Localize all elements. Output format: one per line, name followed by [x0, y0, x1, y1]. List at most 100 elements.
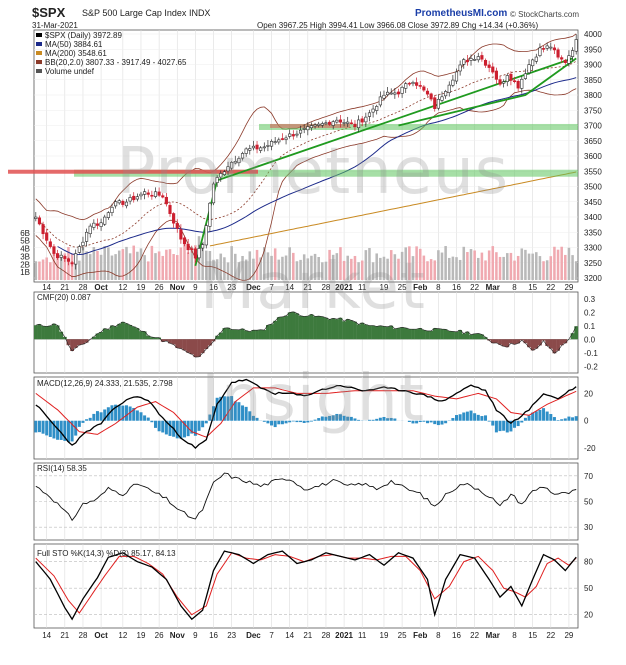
cmf-bar — [233, 329, 238, 340]
macd-histogram-bar — [487, 420, 491, 422]
x-tick-label: 19 — [137, 283, 146, 292]
y-tick-label: 3850 — [584, 76, 602, 85]
macd-histogram-bar — [219, 396, 223, 421]
cmf-bar — [476, 333, 481, 340]
macd-histogram-bar — [299, 420, 303, 423]
volume-bar — [484, 260, 487, 280]
cmf-bar — [204, 339, 209, 349]
cmf-bar — [48, 325, 53, 340]
cmf-bar — [295, 313, 299, 340]
volume-bar — [458, 259, 462, 280]
cmf-bar — [258, 329, 263, 340]
candle-body — [480, 55, 484, 60]
y-tick-label: 3800 — [584, 91, 602, 100]
site-name: PrometheusMI.com — [415, 8, 508, 19]
x-tick-label: 25 — [398, 631, 407, 640]
cmf-bar — [280, 316, 285, 340]
macd-histogram-bar — [132, 407, 136, 421]
cmf-bar — [574, 326, 579, 340]
ticker-symbol: $SPX — [32, 5, 66, 20]
candle-body — [135, 196, 139, 200]
y-tick-label: 3950 — [584, 45, 602, 54]
candle-body — [226, 166, 230, 172]
volume-bar — [451, 256, 455, 280]
candle-body — [251, 145, 255, 149]
macd-histogram-bar — [574, 416, 578, 421]
volume-bar — [538, 256, 542, 280]
sto-tick-label: 80 — [584, 558, 593, 567]
cmf-bar — [418, 328, 423, 340]
candle-body — [95, 223, 100, 226]
cmf-bar — [458, 329, 463, 340]
volume-bar — [455, 257, 458, 280]
candle-body — [161, 195, 165, 198]
legend-bb: BB(20,2.0) 3807.33 - 3917.49 - 4027.65 — [45, 58, 187, 67]
cmf-bar — [334, 319, 339, 340]
volume-bar — [375, 253, 378, 280]
candle-body — [425, 90, 430, 95]
cmf-bar — [538, 339, 542, 346]
x-tick-label: 15 — [528, 631, 537, 640]
volume-bar — [317, 256, 320, 280]
macd-histogram-bar — [458, 414, 462, 421]
candle-body — [182, 237, 187, 245]
volume-bar — [350, 258, 353, 280]
y-tick-label: 3350 — [584, 228, 602, 237]
macd-histogram-bar — [233, 401, 237, 421]
candle-body — [411, 82, 415, 85]
cmf-bar — [483, 337, 488, 340]
macd-histogram-bar — [251, 415, 255, 421]
candle-body — [157, 191, 161, 196]
candle-body — [48, 241, 52, 247]
volume-bar — [92, 247, 96, 280]
volume-bar — [513, 260, 516, 280]
cmf-bar — [519, 339, 524, 341]
candle-body — [320, 123, 324, 126]
candle-body — [541, 48, 546, 50]
cmf-bar — [302, 316, 307, 340]
candle-body — [164, 196, 168, 205]
volume-bar — [353, 255, 357, 280]
candle-body — [103, 216, 107, 225]
macd-histogram-bar — [135, 410, 139, 421]
volume-bar — [190, 246, 194, 280]
x-tick-label: Feb — [413, 283, 427, 292]
macd-histogram-bar — [215, 397, 219, 421]
macd-histogram-bar — [284, 420, 288, 424]
cmf-bar — [429, 330, 434, 340]
volume-bar — [70, 253, 74, 280]
cmf-bar — [440, 329, 444, 340]
cmf-bar — [269, 324, 274, 340]
candle-body — [393, 92, 397, 95]
macd-histogram-bar — [179, 420, 183, 439]
macd-histogram-bar — [124, 405, 128, 421]
macd-histogram-bar — [542, 408, 546, 421]
cmf-bar — [487, 339, 492, 341]
candle-body — [556, 49, 560, 58]
volume-bar — [128, 253, 132, 280]
candle-body — [215, 177, 219, 183]
candle-body — [45, 232, 49, 241]
macd-histogram-bar — [295, 420, 299, 423]
candle-body — [538, 47, 542, 56]
candle-body — [328, 121, 332, 125]
volume-bar — [78, 260, 81, 280]
macd-histogram-bar — [444, 420, 448, 424]
cmf-bar — [157, 337, 162, 340]
macd-histogram-bar — [175, 420, 179, 439]
macd-histogram-bar — [197, 420, 201, 431]
macd-histogram-bar — [66, 420, 70, 443]
x-tick-label: 21 — [303, 631, 312, 640]
volume-bar — [270, 255, 273, 280]
cmf-bar — [320, 316, 325, 340]
candle-body — [436, 98, 440, 109]
cmf-bar — [52, 323, 56, 340]
cmf-bar — [363, 324, 368, 340]
candle-body — [396, 91, 401, 95]
volume-bar — [168, 249, 172, 280]
x-tick-label: 11 — [358, 631, 367, 640]
x-tick-label: 2021 — [335, 283, 353, 292]
candle-body — [527, 64, 531, 74]
cmf-bar — [541, 339, 546, 341]
volume-bar — [397, 258, 400, 280]
